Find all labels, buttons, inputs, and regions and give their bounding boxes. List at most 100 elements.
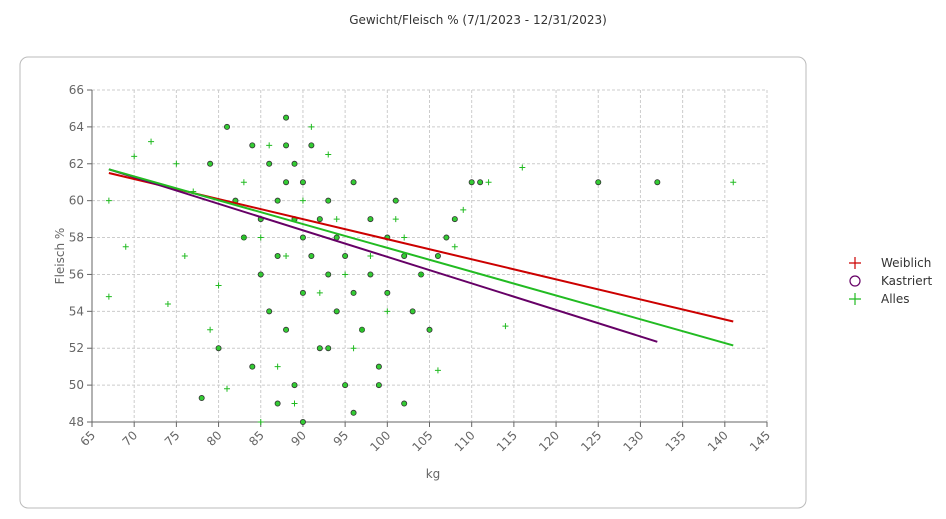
y-axis-label: Fleisch % [53,228,67,285]
trend-line [108,168,658,343]
y-tick-label: 56 [69,267,84,281]
point [283,179,290,186]
point [291,160,298,167]
point [299,179,306,186]
trend-line [108,168,734,347]
point [207,326,214,333]
point [299,418,306,425]
point [434,367,441,374]
point [342,271,349,278]
point [215,282,222,289]
point [122,243,129,250]
point [224,385,230,392]
legend-label: Weiblich [881,256,931,270]
point [367,253,374,259]
y-tick-label: 52 [69,341,84,355]
point [274,197,281,204]
point [164,300,171,307]
point [266,142,273,149]
y-tick-label: 60 [69,194,84,208]
point [451,216,458,223]
point [451,243,458,250]
point [291,400,298,407]
point [181,253,188,259]
point [240,234,247,241]
point [367,216,374,223]
panel [19,56,807,509]
point [283,114,290,121]
point [502,323,509,330]
legend-label: Alles [881,292,910,306]
point [350,345,357,352]
y-tick-label: 58 [69,231,84,245]
point [291,382,298,389]
point [308,142,315,149]
point [434,252,441,259]
point [257,234,264,241]
point [266,160,273,167]
point [342,382,349,389]
point [401,234,408,241]
point [384,289,391,296]
point [283,142,290,149]
point [468,179,475,186]
point [325,151,332,158]
point [207,160,214,167]
point [443,234,450,241]
point [654,179,661,186]
point [274,363,281,370]
point [283,326,290,333]
point [477,179,484,186]
point [392,197,399,204]
chart-title: Gewicht/Fleisch % (7/1/2023 - 12/31/2023… [349,13,607,27]
point [485,179,492,186]
point [105,197,112,204]
point [350,179,357,186]
point [426,326,433,333]
point [392,216,399,223]
point [198,395,205,402]
legend-label: Kastriert [881,274,933,288]
legend-marker [849,275,861,287]
legend-marker [849,257,861,269]
point [325,271,332,278]
point [105,293,112,300]
point [299,289,306,296]
point [375,363,382,370]
point [333,216,340,223]
point [316,216,323,223]
point [418,271,425,278]
point [249,363,256,370]
point [266,308,273,315]
point [350,289,357,296]
point [519,164,526,171]
y-tick-label: 48 [69,415,84,429]
point [299,197,306,204]
point [316,345,323,352]
legend-marker [849,293,861,305]
point [401,400,408,407]
y-tick-label: 64 [69,120,84,134]
point [249,142,256,149]
point [595,179,602,186]
point [325,197,332,204]
point [384,308,391,315]
point [375,382,382,389]
point [148,138,155,145]
y-tick-label: 62 [69,157,84,171]
point [308,123,315,130]
y-tick-label: 50 [69,378,84,392]
point [409,308,416,315]
point [283,253,290,259]
point [359,326,365,333]
point [308,252,315,259]
x-axis-label: kg [426,467,441,481]
point [350,409,357,416]
point [257,271,264,278]
point [333,308,340,315]
point [460,206,467,213]
point [131,153,138,160]
point [730,179,737,186]
point [274,400,281,407]
